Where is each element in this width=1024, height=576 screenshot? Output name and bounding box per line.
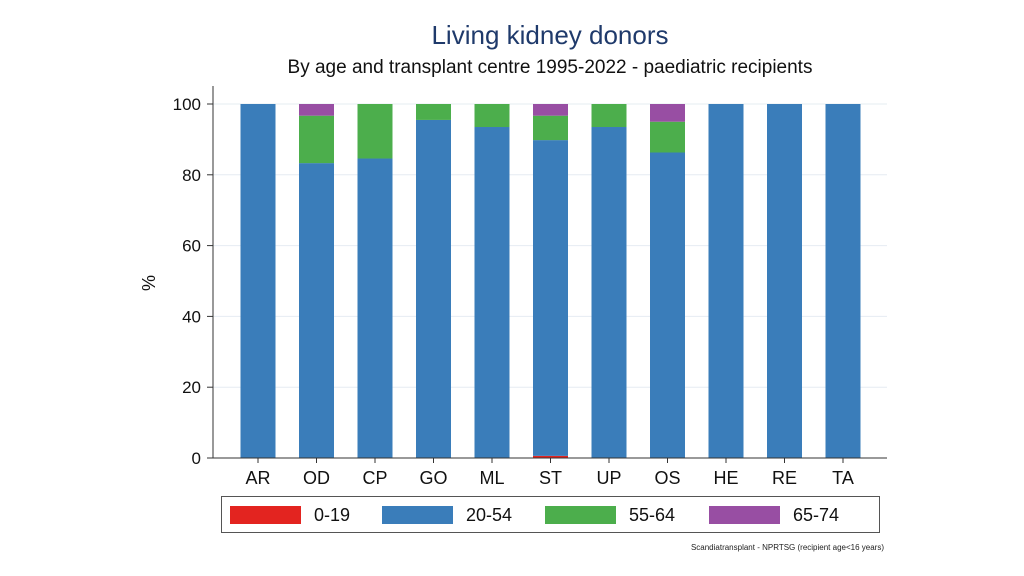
x-tick-label: HE <box>713 468 738 488</box>
x-tick-label: ST <box>539 468 562 488</box>
legend-item-65-74: 65-74 <box>709 497 869 534</box>
bar-OS-55-64 <box>650 121 685 153</box>
y-tick-label: 100 <box>173 95 201 114</box>
legend-swatch <box>382 506 453 524</box>
chart-title: Living kidney donors <box>431 20 669 50</box>
bar-OD-65-74 <box>299 104 334 116</box>
bar-GO-55-64 <box>416 104 451 120</box>
bar-ST-65-74 <box>533 104 568 116</box>
footnote: Scandiatransplant - NPRTSG (recipient ag… <box>690 543 884 552</box>
legend-item-0-19: 0-19 <box>230 497 390 534</box>
bar-TA-20-54 <box>825 104 861 458</box>
legend: 0-19 20-54 55-64 65-74 <box>221 496 880 533</box>
bar-UP-55-64 <box>591 104 627 128</box>
legend-label: 0-19 <box>314 505 351 525</box>
bar-OD-55-64 <box>299 115 334 164</box>
legend-swatch <box>545 506 616 524</box>
y-tick-label: 60 <box>182 237 201 256</box>
y-tick-label: 40 <box>182 307 201 326</box>
chart-subtitle: By age and transplant centre 1995-2022 -… <box>287 57 813 78</box>
bar-AR-20-54 <box>240 104 276 458</box>
legend-item-20-54: 20-54 <box>382 497 542 534</box>
x-tick-label: OS <box>654 468 680 488</box>
x-tick-label: GO <box>419 468 447 488</box>
legend-label: 55-64 <box>629 505 676 525</box>
x-tick-label: OD <box>303 468 330 488</box>
legend-swatch <box>230 506 301 524</box>
y-tick-label: 0 <box>192 449 201 468</box>
x-tick-label: CP <box>362 468 387 488</box>
x-tick-label: AR <box>245 468 270 488</box>
x-tick-label: ML <box>479 468 504 488</box>
bar-CP-20-54 <box>357 158 393 459</box>
bar-OS-20-54 <box>650 152 685 459</box>
y-tick-label: 20 <box>182 378 201 397</box>
y-axis-label: % <box>139 275 159 291</box>
bar-RE-20-54 <box>767 104 802 458</box>
legend-label: 20-54 <box>466 505 513 525</box>
bar-ST-20-54 <box>533 140 568 456</box>
bar-ML-20-54 <box>474 127 510 458</box>
x-tick-label: RE <box>772 468 797 488</box>
bar-ST-55-64 <box>533 115 568 141</box>
bar-UP-20-54 <box>591 127 627 458</box>
bar-ST-0-19 <box>533 455 568 458</box>
y-tick-label: 80 <box>182 166 201 185</box>
legend-item-55-64: 55-64 <box>545 497 705 534</box>
bar-HE-20-54 <box>708 104 744 458</box>
bar-OS-65-74 <box>650 104 685 122</box>
x-tick-label: UP <box>596 468 621 488</box>
bar-ML-55-64 <box>474 104 510 128</box>
bar-GO-20-54 <box>416 119 451 459</box>
x-tick-label: TA <box>832 468 854 488</box>
legend-swatch <box>709 506 780 524</box>
legend-label: 65-74 <box>793 505 840 525</box>
bar-CP-55-64 <box>357 104 393 159</box>
bar-OD-20-54 <box>299 163 334 459</box>
